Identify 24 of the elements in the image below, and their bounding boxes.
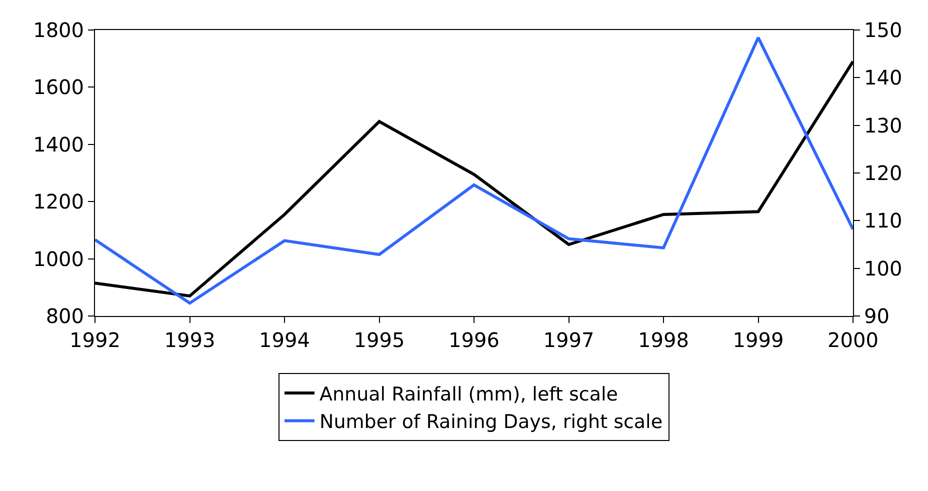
x-tick-label: 1997 [543, 328, 594, 352]
y2-tick-label: 150 [864, 18, 902, 42]
y2-tick-label: 130 [864, 113, 902, 138]
y-tick-label: 800 [46, 304, 84, 328]
x-tick-label: 1998 [638, 328, 689, 352]
y-tick-label: 1200 [33, 190, 84, 214]
x-tick-label: 1992 [70, 328, 120, 352]
y2-tick-label: 90 [864, 304, 890, 328]
y2-tick-label: 120 [864, 161, 902, 185]
legend-label: Number of Raining Days, right scale [320, 411, 663, 434]
legend-label: Annual Rainfall (mm), left scale [320, 383, 618, 406]
x-tick-label: 1994 [259, 328, 310, 352]
x-tick-label: 1996 [448, 328, 500, 352]
y2-tick-label: 140 [864, 66, 902, 90]
y2-tick-label: 100 [864, 256, 902, 280]
x-tick-label: 2000 [828, 328, 878, 352]
y-tick-label: 1000 [33, 246, 84, 271]
y2-tick-label: 110 [864, 208, 902, 233]
x-tick-label: 1995 [354, 328, 405, 352]
y-tick-label: 1800 [33, 18, 84, 42]
y-tick-label: 1600 [33, 75, 84, 100]
x-tick-label: 1999 [732, 328, 784, 352]
y-tick-label: 1400 [33, 132, 84, 156]
x-tick-label: 1993 [164, 328, 216, 352]
